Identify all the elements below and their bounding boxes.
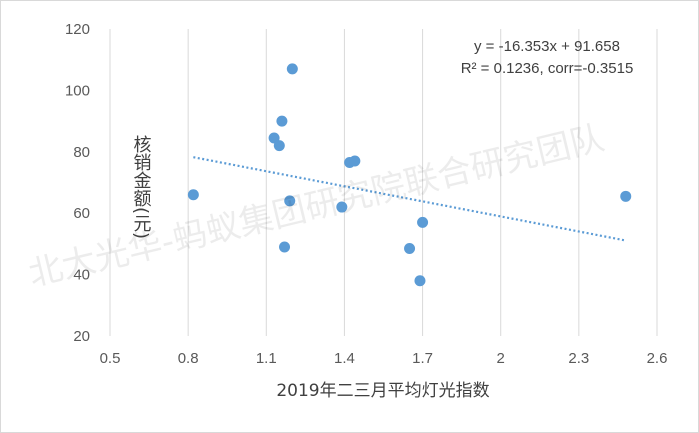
x-tick-label: 2 [497,350,505,367]
data-point [279,241,291,253]
data-point [273,140,285,152]
data-point [276,115,288,127]
y-axis-label: 核销金额(元) [131,135,152,239]
y-tick-label: 120 [65,21,90,38]
data-point [336,201,348,213]
data-point [404,243,416,255]
y-tick-label: 80 [73,144,90,161]
data-point [286,63,298,75]
x-tick-label: 2.6 [647,350,668,367]
data-point [417,216,429,228]
x-tick-label: 0.5 [100,350,121,367]
x-tick-label: 1.1 [256,350,277,367]
data-point [620,190,632,202]
x-tick-label: 1.4 [334,350,355,367]
x-tick-label: 1.7 [412,350,433,367]
trendline-equation: y = -16.353x + 91.658 [474,38,620,55]
y-tick-labels: 20 40 60 80 100 120 [65,21,90,345]
data-point [349,155,361,167]
data-point [414,275,426,287]
trendline-stats: R² = 0.1236, corr=-0.3515 [461,60,634,77]
y-tick-label: 100 [65,82,90,99]
x-tick-label: 0.8 [178,350,199,367]
watermark: 北大光华-蚂蚁集团研究院联合研究团队 [25,118,608,295]
x-axis-label: 2019年二三月平均灯光指数 [276,381,489,401]
trendline [193,156,626,242]
data-points [187,63,632,287]
x-tick-label: 2.3 [568,350,589,367]
x-tick-labels: 0.5 0.8 1.1 1.4 1.7 2 2.3 2.6 [100,350,668,367]
data-point [187,189,199,201]
y-tick-label: 60 [73,205,90,222]
y-tick-label: 20 [73,328,90,345]
y-tick-label: 40 [73,267,90,284]
data-point [284,195,296,207]
data-point [268,132,280,144]
